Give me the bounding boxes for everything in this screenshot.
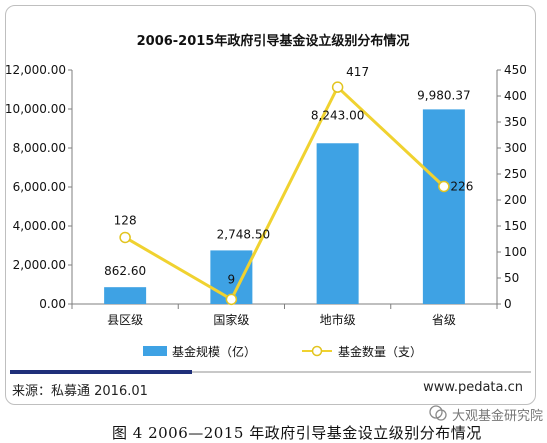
bar-value-label: 9,980.37 xyxy=(417,88,470,102)
left-tick-label: 2,000.00 xyxy=(13,258,66,272)
right-tick-label: 300 xyxy=(504,141,527,155)
line-value-label: 226 xyxy=(450,179,473,193)
right-tick-label: 200 xyxy=(504,193,527,207)
line-point xyxy=(331,81,344,93)
line-value-label: 417 xyxy=(346,65,369,79)
bar-value-label: 2,748.50 xyxy=(217,227,270,241)
x-axis: 县区级 国家级 地市级 省级 xyxy=(71,303,498,327)
bar-value-label: 862.60 xyxy=(104,264,146,278)
watermark-text: 大观基金研究院 xyxy=(452,409,544,424)
legend-bar-label: 基金规模（亿） xyxy=(172,344,256,359)
legend-line-marker xyxy=(311,345,323,357)
right-tick-label: 50 xyxy=(504,271,519,285)
x-tick-label: 县区级 xyxy=(107,313,143,327)
right-tick-label: 400 xyxy=(504,89,527,103)
x-tick-label: 省级 xyxy=(432,313,456,327)
right-tick-label: 350 xyxy=(504,115,527,129)
right-tick-label: 150 xyxy=(504,219,527,233)
x-tick-label: 地市级 xyxy=(320,312,356,327)
left-tick-label: 6,000.00 xyxy=(13,180,66,194)
footer-accent-bar xyxy=(10,370,192,374)
series-line xyxy=(124,84,445,302)
right-tick-label: 100 xyxy=(504,245,527,259)
bar xyxy=(316,143,359,304)
line-point xyxy=(225,293,238,306)
bar xyxy=(104,287,147,304)
left-tick-label: 10,000.00 xyxy=(5,102,66,116)
right-tick-label: 250 xyxy=(504,167,527,181)
left-tick-label: 0.00 xyxy=(39,297,66,311)
right-y-axis: 0 50 100 150 200 250 300 350 400 450 xyxy=(496,63,527,311)
right-tick-label: 450 xyxy=(504,63,527,77)
legend: 基金规模（亿） 基金数量（支） xyxy=(143,344,422,359)
left-tick-label: 12,000.00 xyxy=(5,63,66,77)
figure-caption: 图 4 2006—2015 年政府引导基金设立级别分布情况 xyxy=(112,424,482,442)
line-value-label: 128 xyxy=(114,213,137,227)
wechat-icon xyxy=(429,405,447,421)
line-value-label: 9 xyxy=(228,272,236,286)
line-point xyxy=(119,231,131,244)
source-note: 来源：私募通 2016.01 xyxy=(12,384,148,399)
line-point xyxy=(438,180,450,193)
legend-bar-swatch xyxy=(143,346,167,356)
left-tick-label: 4,000.00 xyxy=(13,219,66,233)
bar-series xyxy=(104,109,465,304)
data-labels: 862.60 2,748.50 8,243.00 9,980.37 128 9 417 226 xyxy=(104,65,473,286)
bar xyxy=(422,109,465,304)
right-tick-label: 0 xyxy=(504,297,512,311)
source-website[interactable]: www.pedata.cn xyxy=(423,380,523,395)
x-tick-label: 国家级 xyxy=(213,312,249,327)
bar-value-label: 8,243.00 xyxy=(311,108,364,122)
legend-line-label: 基金数量（支） xyxy=(338,344,422,359)
chart-title: 2006-2015年政府引导基金设立级别分布情况 xyxy=(137,33,410,49)
left-y-axis: 0.00 2,000.00 4,000.00 6,000.00 8,000.00 10,0… xyxy=(5,63,73,311)
line-series xyxy=(119,81,450,306)
left-tick-label: 8,000.00 xyxy=(13,141,66,155)
